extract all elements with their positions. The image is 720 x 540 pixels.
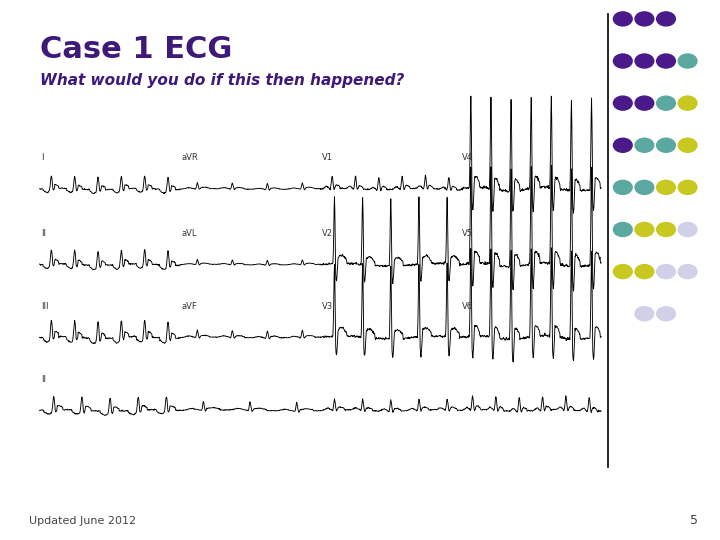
Circle shape [635, 138, 654, 152]
Circle shape [678, 54, 697, 68]
Circle shape [635, 96, 654, 110]
Text: aVR: aVR [181, 153, 198, 162]
Circle shape [678, 222, 697, 237]
Text: Case 1 ECG: Case 1 ECG [40, 35, 232, 64]
Text: V2: V2 [322, 229, 333, 238]
Circle shape [657, 222, 675, 237]
Circle shape [613, 12, 632, 26]
Circle shape [657, 180, 675, 194]
Circle shape [678, 180, 697, 194]
Text: V3: V3 [322, 302, 333, 311]
Circle shape [657, 265, 675, 279]
Circle shape [657, 138, 675, 152]
Circle shape [613, 54, 632, 68]
Circle shape [613, 138, 632, 152]
Circle shape [678, 138, 697, 152]
Text: aVF: aVF [181, 302, 197, 311]
Circle shape [635, 54, 654, 68]
Circle shape [657, 12, 675, 26]
Text: III: III [41, 302, 48, 311]
Circle shape [635, 180, 654, 194]
Text: V1: V1 [322, 153, 333, 162]
Text: V4: V4 [462, 153, 473, 162]
Text: I: I [41, 153, 43, 162]
Text: 5: 5 [690, 514, 698, 526]
Text: Updated June 2012: Updated June 2012 [29, 516, 136, 526]
Circle shape [635, 12, 654, 26]
Circle shape [657, 54, 675, 68]
Text: V5: V5 [462, 229, 473, 238]
Circle shape [613, 265, 632, 279]
Circle shape [678, 265, 697, 279]
Text: aVL: aVL [181, 229, 197, 238]
Circle shape [657, 307, 675, 321]
Circle shape [678, 96, 697, 110]
Circle shape [635, 265, 654, 279]
Circle shape [635, 222, 654, 237]
Text: II: II [41, 375, 46, 383]
Text: What would you do if this then happened?: What would you do if this then happened? [40, 73, 404, 88]
Text: V6: V6 [462, 302, 473, 311]
Text: II: II [41, 229, 46, 238]
Circle shape [613, 180, 632, 194]
Circle shape [635, 307, 654, 321]
Circle shape [613, 222, 632, 237]
Circle shape [657, 96, 675, 110]
Circle shape [613, 96, 632, 110]
